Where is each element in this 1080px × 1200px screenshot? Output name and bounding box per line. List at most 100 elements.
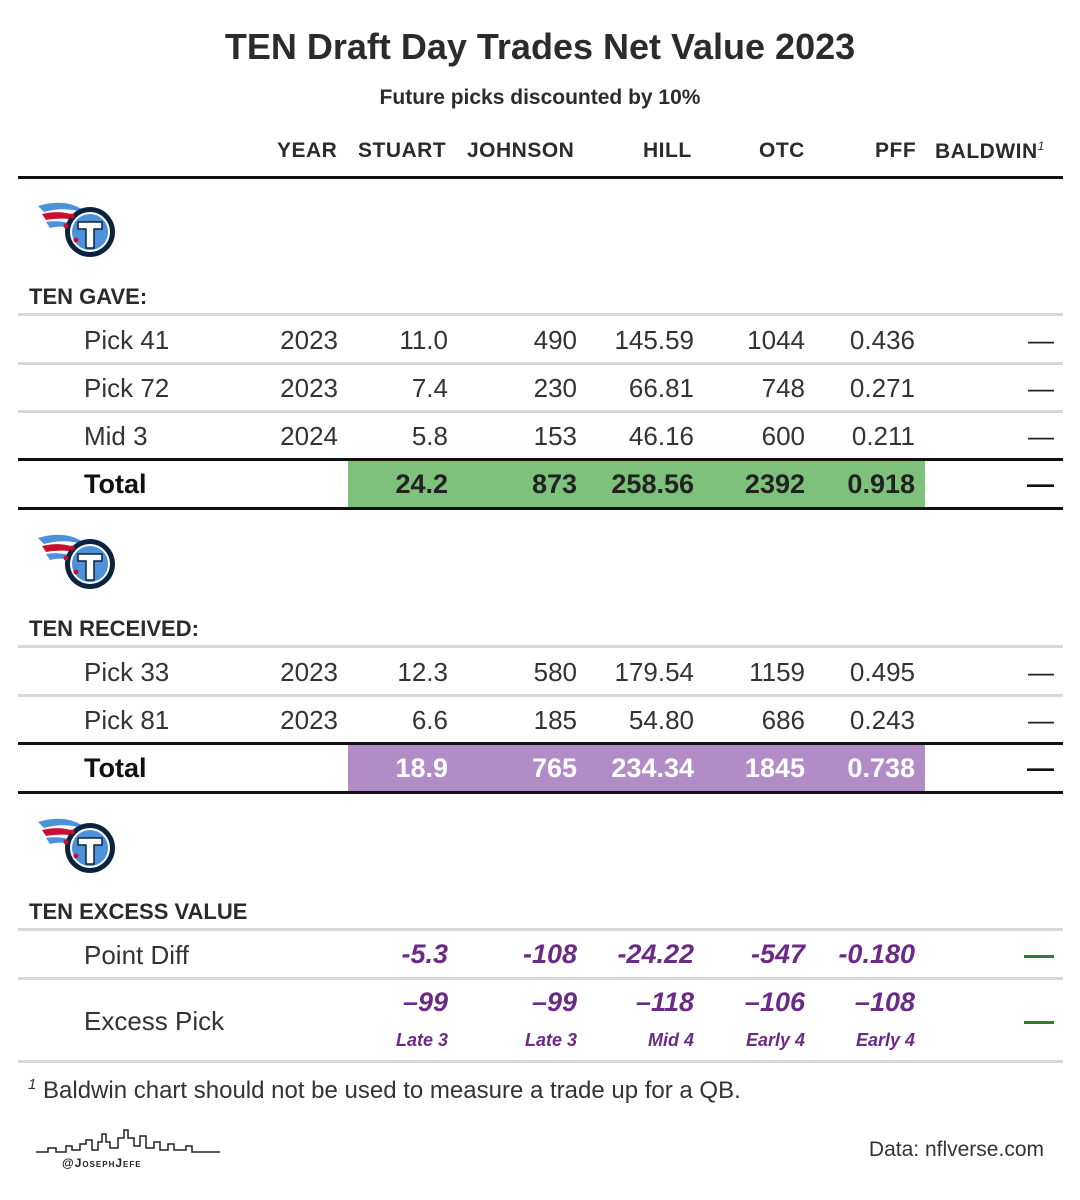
- cell-year: 2023: [280, 657, 338, 687]
- col-header-baldwin: BALDWIN1: [935, 139, 1045, 163]
- excess-hill: -24.22: [617, 939, 694, 969]
- col-header-year: YEAR: [277, 139, 338, 162]
- total-highlight-gave: [348, 461, 925, 507]
- total-pff: 0.918: [847, 469, 915, 499]
- cell-baldwin: —: [1028, 373, 1054, 403]
- cell-hill: 145.59: [614, 325, 694, 355]
- cell-johnson: 185: [533, 705, 577, 735]
- page-subtitle: Future picks discounted by 10%: [379, 86, 701, 109]
- total-baldwin: —: [1027, 753, 1054, 783]
- cell-stuart: 7.4: [411, 373, 448, 403]
- header-rule: [18, 176, 1063, 179]
- cell-pff: 0.271: [849, 373, 915, 403]
- cell-stuart: 11.0: [399, 325, 448, 355]
- footnote: 1 Baldwin chart should not be used to me…: [28, 1076, 741, 1104]
- cell-pff: 0.436: [849, 325, 915, 355]
- cell-baldwin: —: [1028, 705, 1054, 735]
- row-label: Pick 72: [84, 373, 170, 403]
- cell-stuart: 12.3: [397, 657, 448, 687]
- col-header-pff: PFF: [875, 139, 917, 162]
- author-handle: @JosephJefe: [62, 1156, 142, 1170]
- skyline-icon: [36, 1129, 220, 1153]
- cell-hill: 66.81: [628, 373, 694, 403]
- cell-baldwin: —: [1028, 421, 1054, 451]
- total-baldwin: —: [1027, 469, 1054, 499]
- row-label: Point Diff: [84, 940, 190, 970]
- excess-otc: -547: [750, 939, 805, 969]
- excess-johnson: –99: [531, 987, 577, 1017]
- titans-logo: [38, 534, 115, 589]
- row-label: Pick 41: [84, 325, 170, 355]
- row-label: Pick 33: [84, 657, 170, 687]
- excess-otc: –106: [744, 987, 805, 1017]
- total-otc: 2392: [744, 469, 805, 499]
- row-rule: [18, 694, 1063, 697]
- cell-johnson: 153: [533, 421, 577, 451]
- cell-otc: 748: [761, 373, 805, 403]
- excess-pick-stuart: Late 3: [395, 1030, 448, 1050]
- col-header-stuart: STUART: [358, 139, 447, 162]
- total-highlight-received: [348, 745, 925, 791]
- total-label: Total: [84, 753, 147, 783]
- row-rule: [18, 645, 1063, 648]
- cell-hill: 46.16: [628, 421, 694, 451]
- total-rule: [18, 507, 1063, 510]
- row-rule: [18, 928, 1063, 931]
- cell-otc: 600: [761, 421, 805, 451]
- cell-pff: 0.495: [849, 657, 915, 687]
- total-pff: 0.738: [847, 753, 915, 783]
- section-label-received: TEN RECEIVED:: [29, 616, 199, 641]
- row-rule: [18, 362, 1063, 365]
- row-label: Mid 3: [84, 421, 148, 451]
- total-rule: [18, 742, 1063, 745]
- col-header-johnson: JOHNSON: [467, 139, 575, 162]
- total-otc: 1845: [744, 753, 805, 783]
- row-label: Excess Pick: [84, 1006, 225, 1036]
- cell-johnson: 230: [533, 373, 577, 403]
- excess-pick-hill: Mid 4: [647, 1030, 694, 1050]
- cell-year: 2024: [280, 421, 338, 451]
- total-hill: 234.34: [611, 753, 694, 783]
- row-label: Pick 81: [84, 705, 170, 735]
- total-rule: [18, 458, 1063, 461]
- total-rule: [18, 791, 1063, 794]
- page-title: TEN Draft Day Trades Net Value 2023: [224, 26, 856, 67]
- cell-year: 2023: [280, 325, 338, 355]
- cell-stuart: 6.6: [411, 705, 448, 735]
- excess-hill: –118: [635, 987, 694, 1017]
- total-stuart: 18.9: [395, 753, 448, 783]
- cell-pff: 0.243: [849, 705, 915, 735]
- cell-otc: 686: [761, 705, 805, 735]
- row-rule: [18, 410, 1063, 413]
- cell-otc: 1159: [749, 657, 805, 687]
- titans-logo: [38, 202, 115, 257]
- cell-year: 2023: [280, 373, 338, 403]
- row-rule: [18, 977, 1063, 980]
- total-stuart: 24.2: [395, 469, 448, 499]
- excess-pff: –108: [854, 987, 915, 1017]
- excess-pff: -0.180: [838, 939, 915, 969]
- cell-hill: 179.54: [614, 657, 694, 687]
- col-header-otc: OTC: [759, 139, 805, 162]
- cell-johnson: 580: [533, 657, 577, 687]
- row-rule: [18, 1060, 1063, 1063]
- col-header-hill: HILL: [643, 139, 692, 162]
- cell-baldwin: —: [1028, 325, 1054, 355]
- excess-stuart: -5.3: [401, 939, 448, 969]
- cell-baldwin: —: [1028, 657, 1054, 687]
- excess-pick-otc: Early 4: [745, 1030, 805, 1050]
- total-label: Total: [84, 469, 147, 499]
- baldwin-dash: [1024, 955, 1054, 958]
- total-johnson: 765: [531, 753, 577, 783]
- cell-pff: 0.211: [851, 421, 915, 451]
- total-johnson: 873: [531, 469, 577, 499]
- excess-johnson: -108: [522, 939, 577, 969]
- total-hill: 258.56: [611, 469, 694, 499]
- cell-otc: 1044: [747, 325, 805, 355]
- cell-hill: 54.80: [628, 705, 694, 735]
- excess-pick-johnson: Late 3: [524, 1030, 577, 1050]
- cell-stuart: 5.8: [411, 421, 448, 451]
- titans-logo: [38, 818, 115, 873]
- section-label-excess: TEN EXCESS VALUE: [29, 899, 248, 924]
- row-rule: [18, 313, 1063, 316]
